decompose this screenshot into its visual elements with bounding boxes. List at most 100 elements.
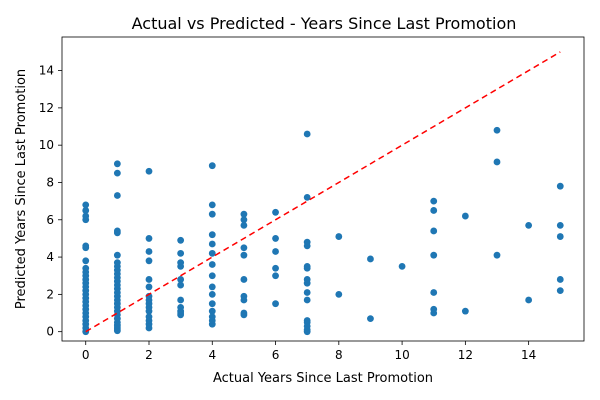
data-point [208,290,216,298]
data-point [303,276,311,283]
data-point [398,263,406,270]
data-point [272,272,279,280]
x-tick-label: 2 [145,348,153,362]
x-tick-label: 0 [82,348,90,362]
data-point [208,162,216,170]
data-point [430,289,438,296]
x-axis: 0 2 4 6 8 10 12 14 [82,341,536,362]
data-point [145,235,153,242]
data-point [113,192,121,199]
data-point [240,309,248,317]
data-point [461,307,469,315]
data-point [556,182,564,190]
data-point [208,283,216,291]
data-point [82,207,90,214]
x-tick-label: 12 [458,348,473,362]
data-point [145,167,153,175]
data-point [303,289,311,296]
data-point [208,210,216,218]
data-point [208,307,216,315]
data-point [208,240,216,248]
data-point [303,263,311,270]
data-point [208,249,216,257]
data-point [82,257,90,265]
data-point [430,227,438,235]
data-point [82,201,90,209]
y-tick-label: 14 [39,64,54,78]
data-point [556,276,564,283]
data-point [145,276,153,283]
data-point [493,251,501,259]
data-point [113,251,121,259]
data-point [145,257,153,265]
data-point [240,292,248,300]
data-point [335,290,343,298]
data-point [303,193,311,201]
data-point [493,158,501,166]
data-point [556,233,564,240]
data-point [272,235,279,242]
data-point [525,221,533,229]
data-point [177,304,185,311]
y-tick-label: 0 [46,325,54,339]
data-point [177,259,185,267]
y-axis-label: Predicted Years Since Last Promotion [14,69,29,309]
x-tick-label: 8 [335,348,343,362]
data-point [177,281,185,289]
data-point [240,216,248,224]
data-point [367,255,374,263]
data-point [335,233,343,240]
x-tick-label: 6 [272,348,280,362]
data-point [430,251,438,259]
y-tick-label: 10 [39,138,54,152]
data-point [113,160,121,168]
data-point [303,238,311,246]
data-point [493,126,501,134]
data-point [272,248,279,255]
data-point [145,248,153,255]
data-point [208,272,216,280]
data-point [556,221,564,229]
data-point [177,296,185,304]
data-point [113,169,121,177]
data-point [303,130,311,138]
data-point [208,201,216,209]
data-point [240,251,248,259]
data-point [113,259,121,267]
data-point [430,305,438,313]
data-point [556,287,564,295]
data-point [430,197,438,205]
x-tick-label: 10 [394,348,409,362]
reference-line [85,51,561,333]
data-point [240,276,248,283]
data-point [145,283,153,291]
data-point [208,261,216,268]
data-point [208,300,216,308]
y-axis: 0 2 4 6 8 10 12 14 [39,64,62,339]
y-tick-label: 12 [39,101,54,115]
data-point [82,264,90,272]
data-point [177,249,185,257]
data-point [113,227,121,235]
data-point [177,276,185,283]
chart-title: Actual vs Predicted - Years Since Last P… [132,14,517,33]
data-point [430,207,438,214]
data-point [525,296,533,304]
data-point [240,244,248,252]
x-axis-label: Actual Years Since Last Promotion [213,371,433,386]
data-point [240,221,248,229]
data-point [82,242,90,250]
data-point [208,231,216,239]
y-tick-label: 8 [46,175,54,189]
data-point [240,210,248,218]
data-point [208,313,216,321]
data-point [461,212,469,220]
data-point [367,315,374,323]
y-tick-label: 4 [46,250,54,264]
data-point [82,212,90,220]
y-tick-label: 6 [46,213,54,227]
data-point [272,300,279,308]
y-tick-label: 2 [46,287,54,301]
plot-area [82,51,564,336]
